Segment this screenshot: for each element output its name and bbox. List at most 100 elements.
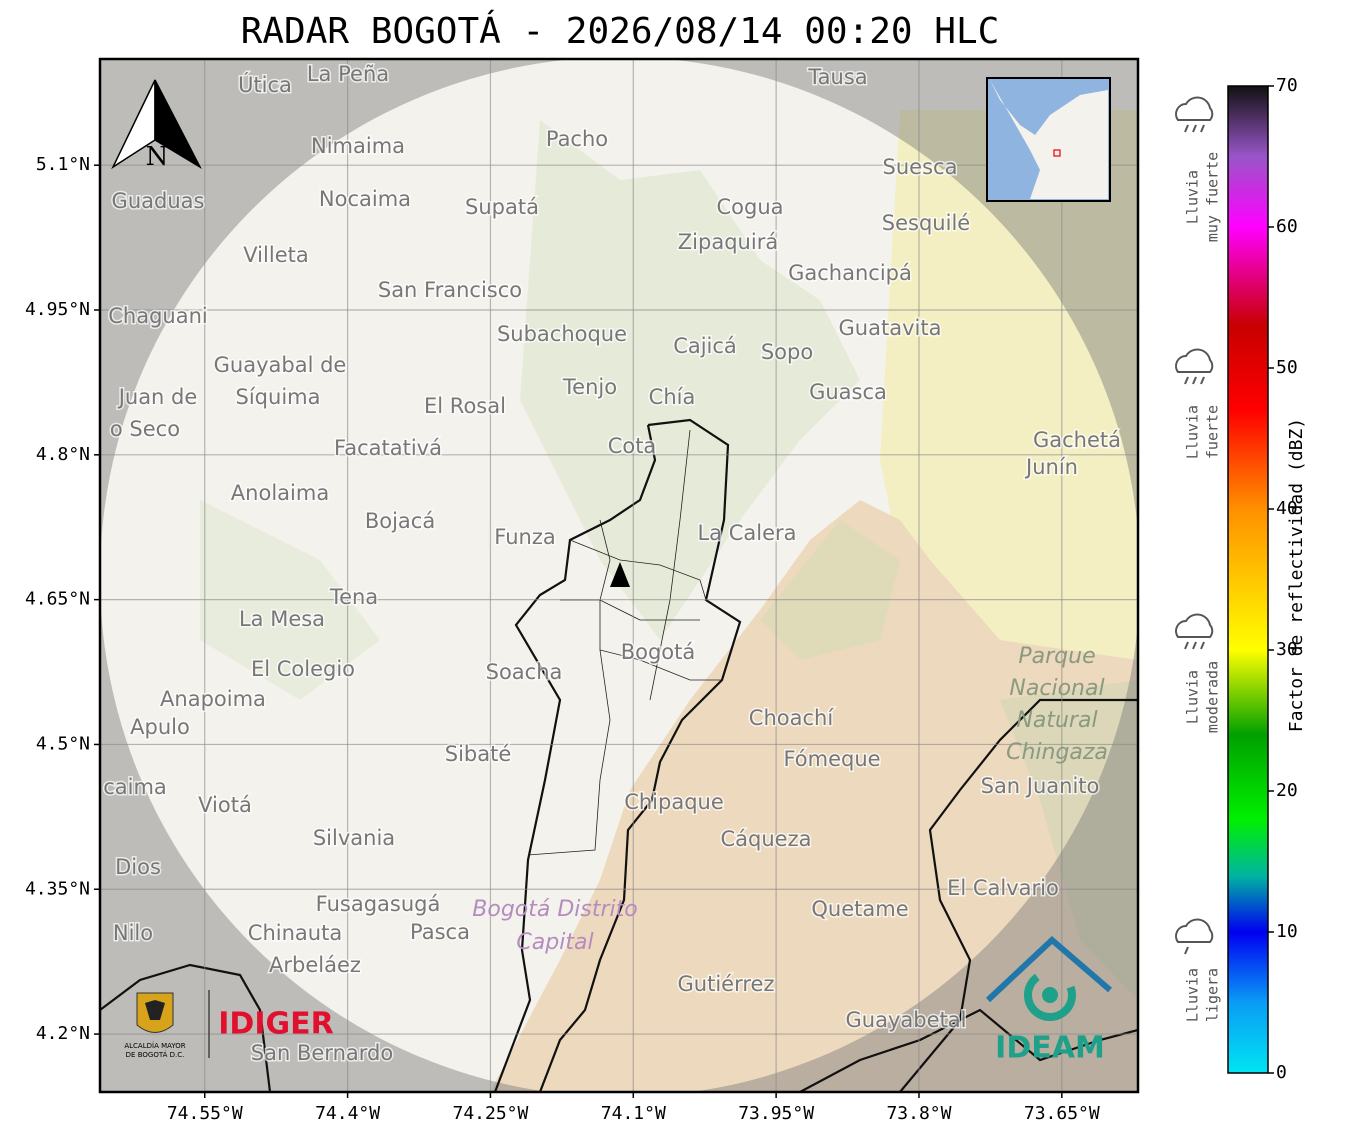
place-label: La Calera	[697, 521, 796, 545]
forest	[760, 520, 900, 660]
place-label: Quetame	[811, 897, 908, 921]
area-label: Natural	[1016, 708, 1097, 733]
x-tick-label: 74.1°W	[601, 1103, 666, 1124]
place-label: El Rosal	[424, 394, 506, 418]
alcaldia-text: ALCALDÍA MAYOR	[124, 1041, 185, 1050]
colorbar-tick-label: 10	[1276, 921, 1298, 942]
y-tick-label: 4.35°N	[25, 878, 90, 899]
place-label: Villeta	[243, 243, 308, 267]
place-label: Gutiérrez	[678, 972, 775, 996]
x-tick-label: 73.65°W	[1024, 1103, 1100, 1124]
place-label: Fusagasugá	[316, 892, 441, 916]
place-label: Chinauta	[248, 921, 342, 945]
place-label: Facatativá	[334, 436, 442, 460]
place-label: Gachancipá	[788, 261, 912, 285]
place-label: Tausa	[807, 65, 867, 89]
rain-icon	[1175, 613, 1214, 638]
rain-category: Lluvia	[1184, 170, 1202, 224]
y-tick-label: 5.1°N	[36, 154, 90, 175]
area-label: Parque	[1018, 644, 1095, 669]
rain-drop	[1192, 376, 1197, 385]
radar-site	[610, 562, 630, 587]
place-label: San Juanito	[981, 774, 1100, 798]
place-label: La Peña	[307, 62, 389, 86]
grid: 74.55°W 74.4°W 74.25°W 74.1°W 73.95°W 73.8°W 7…	[25, 59, 1138, 1124]
rain-category: ligera	[1204, 968, 1222, 1022]
place-label: Sopo	[761, 340, 813, 364]
rain-drop	[1192, 641, 1197, 650]
place-label: Sesquilé	[882, 211, 970, 235]
rain-category: muy fuerte	[1204, 152, 1222, 242]
place-label: Viotá	[198, 793, 252, 817]
x-tick-label: 74.25°W	[453, 1103, 529, 1124]
place-label: Choachí	[749, 706, 835, 730]
colorbar-scale	[1227, 85, 1269, 1074]
place-label: Chipaque	[624, 790, 724, 814]
place-label: Nilo	[113, 921, 153, 945]
place-label: Útica	[238, 72, 292, 97]
basemap	[100, 59, 1138, 1092]
area-label: Bogotá Distrito	[472, 897, 637, 922]
place-label: Gachetá	[1033, 428, 1121, 452]
rain-drop	[1192, 124, 1197, 133]
colorbar-tick-label: 50	[1276, 357, 1298, 378]
place-label: Tenjo	[562, 375, 617, 399]
place-label: Suesca	[883, 155, 958, 179]
place-label: La Mesa	[239, 607, 325, 631]
place-label: Funza	[494, 525, 555, 549]
y-tick-label: 4.8°N	[36, 444, 90, 465]
place-label: Fómeque	[783, 747, 880, 771]
colorbar-tick-label: 30	[1276, 639, 1298, 660]
forest	[1000, 680, 1138, 1000]
places: La Peña Útica Tausa Pacho Nimaima Guaduas Noca…	[102, 61, 1123, 1067]
place-label: Pacho	[546, 127, 608, 151]
area-label: Nacional	[1009, 676, 1104, 701]
rain-icon	[1175, 96, 1214, 121]
rain-icon	[1175, 348, 1214, 373]
place-label: Cota	[608, 434, 657, 458]
rain-category: Lluvia	[1184, 405, 1202, 459]
rain-category: fuerte	[1204, 405, 1222, 459]
place-label: Síquima	[236, 385, 321, 409]
alcaldia-text: DE BOGOTÁ D.C.	[126, 1050, 185, 1059]
y-tick-label: 4.5°N	[36, 733, 90, 754]
place-label: El Colegio	[251, 657, 355, 681]
place-label: o Seco	[110, 417, 180, 441]
place-label: San Bernardo	[251, 1041, 393, 1065]
place-label: Tena	[329, 585, 378, 609]
place-label: Nocaima	[319, 187, 411, 211]
rain-icon	[1175, 918, 1214, 943]
place-label: caima	[103, 775, 167, 799]
place-label: Arbeláez	[269, 953, 361, 977]
green-area	[520, 120, 860, 640]
place-label: Soacha	[486, 660, 563, 684]
place-label: Silvania	[313, 826, 395, 850]
place-label: Cogua	[716, 195, 783, 219]
place-label: San Francisco	[378, 278, 522, 302]
place-label: El Calvario	[947, 876, 1059, 900]
rain-drop	[1200, 376, 1205, 385]
yellow-area	[880, 110, 1138, 700]
place-label: Guatavita	[839, 316, 942, 340]
x-tick-label: 73.8°W	[886, 1103, 951, 1124]
north-label: N	[146, 142, 169, 172]
place-label: Zipaquirá	[678, 230, 778, 254]
place-label: Nimaima	[311, 134, 405, 158]
place-label: Guasca	[809, 380, 887, 404]
colorbar-label: Factor de reflectividad (dBZ)	[1286, 418, 1307, 732]
place-label: Cajicá	[673, 334, 737, 358]
area-label: Capital	[516, 930, 593, 955]
alcaldia-logo: ALCALDÍA MAYOR DE BOGOTÁ D.C. IDIGER	[124, 990, 334, 1059]
rain-category: Lluvia	[1184, 968, 1202, 1022]
place-label: Chía	[649, 385, 696, 409]
place-label: Guayabetal	[846, 1008, 967, 1032]
place-label: Sibaté	[445, 742, 512, 766]
place-label: Dios	[115, 855, 161, 879]
colorbar-tick-label: 20	[1276, 780, 1298, 801]
rain-drop	[1184, 946, 1189, 955]
inset-map	[986, 77, 1111, 202]
colorbar-tick-label: 60	[1276, 216, 1298, 237]
idiger-logo: IDIGER	[218, 1007, 333, 1042]
colorbar: 0 10 20 30 40 50 60 70 Factor de reflectividad (…	[1175, 75, 1307, 1083]
